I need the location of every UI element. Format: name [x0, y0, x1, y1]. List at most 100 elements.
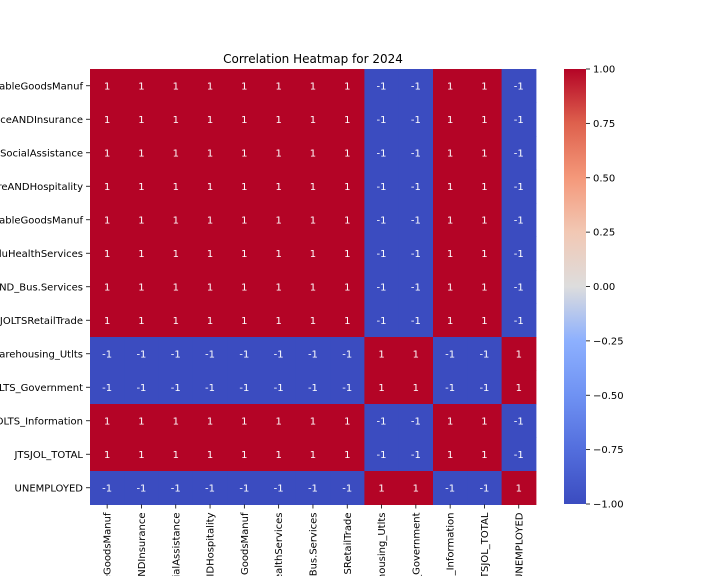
heatmap-cell [295, 337, 331, 371]
heatmap-cell [433, 471, 468, 505]
cell-value-label: -1 [274, 349, 284, 360]
cell-value-label: -1 [136, 349, 146, 360]
heatmap-cell [192, 404, 228, 438]
heatmap-cell [433, 437, 468, 472]
heatmap-cell [261, 102, 297, 137]
heatmap-cell [261, 437, 297, 472]
heatmap-cell [467, 337, 503, 371]
cell-value-label: -1 [274, 483, 284, 494]
heatmap-cell [295, 370, 331, 405]
colorbar-tick-label: 0.50 [593, 173, 615, 184]
cell-value-label: -1 [377, 148, 387, 159]
column-label: NDInsurance [137, 513, 148, 576]
heatmap-cell [398, 437, 434, 472]
heatmap-cell [330, 404, 365, 438]
heatmap-cell [467, 236, 503, 271]
cell-value-label: -1 [171, 483, 181, 494]
heatmap-cell [227, 102, 262, 137]
heatmap-cell [467, 270, 503, 304]
heatmap-cell [398, 236, 434, 271]
heatmap-cell [398, 404, 434, 438]
row-label: JTSJOL_TOTAL [13, 450, 83, 461]
cell-value-label: 1 [310, 182, 316, 193]
heatmap-cell [261, 303, 297, 338]
cell-value-label: 1 [138, 182, 144, 193]
heatmap-cell [330, 203, 365, 237]
heatmap-cell [261, 203, 297, 237]
heatmap-cell [330, 437, 365, 472]
cell-value-label: -1 [445, 349, 455, 360]
cell-value-label: -1 [308, 383, 318, 394]
heatmap-cell [501, 102, 537, 137]
heatmap-cell [364, 270, 400, 304]
heatmap-cell [158, 203, 194, 237]
cell-value-label: 1 [310, 249, 316, 260]
cell-value-label: 1 [138, 215, 144, 226]
cell-value-label: 1 [138, 316, 144, 327]
cell-value-label: 1 [241, 450, 247, 461]
cell-value-label: 1 [241, 416, 247, 427]
heatmap-cell [364, 169, 400, 204]
heatmap-cell [192, 203, 228, 237]
row-label: ableGoodsManuf [0, 215, 83, 226]
cell-value-label: 1 [447, 450, 453, 461]
column-label: ialAssistance [171, 513, 182, 576]
cell-value-label: -1 [377, 282, 387, 293]
heatmap-cell [158, 303, 194, 338]
heatmap-cell [501, 437, 537, 472]
cell-value-label: 1 [241, 282, 247, 293]
cell-value-label: 1 [275, 416, 281, 427]
row-label: UNEMPLOYED [15, 483, 84, 494]
colorbar-tick-label: −0.50 [593, 391, 624, 402]
heatmap-cell [295, 303, 331, 338]
cell-value-label: -1 [342, 349, 352, 360]
heatmap-cell [192, 136, 228, 170]
cell-value-label: 1 [207, 316, 213, 327]
row-label: LTS_Government [0, 383, 83, 394]
cell-value-label: 1 [378, 483, 384, 494]
cell-value-label: -1 [308, 349, 318, 360]
cell-value-label: 1 [310, 115, 316, 126]
heatmap-cell [330, 69, 365, 103]
cell-value-label: 1 [310, 215, 316, 226]
row-label: OLTS_Information [0, 416, 83, 427]
colorbar-tick-label: 0.25 [593, 228, 615, 239]
cell-value-label: -1 [102, 383, 112, 394]
cell-value-label: -1 [514, 182, 524, 193]
heatmap-cell [295, 69, 331, 103]
cell-value-label: 1 [481, 215, 487, 226]
cell-value-label: 1 [241, 316, 247, 327]
cell-value-label: -1 [377, 182, 387, 193]
heatmap-cell [467, 69, 503, 103]
cell-value-label: 1 [344, 182, 350, 193]
heatmap-cell [227, 471, 262, 505]
row-label: reANDHospitality [0, 182, 83, 193]
heatmap-cell [295, 236, 331, 271]
cell-value-label: 1 [310, 148, 316, 159]
column-label: eGoodsManuf [103, 512, 114, 576]
heatmap-cell [90, 236, 125, 271]
heatmap-cell [433, 69, 468, 103]
column-tick-labels: eGoodsManuf NDInsurance ialAssistance IDHos… [103, 504, 525, 576]
cell-value-label: 1 [207, 115, 213, 126]
heatmap-cell [90, 203, 125, 237]
heatmap-cell [433, 404, 468, 438]
heatmap-cell [192, 236, 228, 271]
cell-value-label: -1 [479, 483, 489, 494]
cell-value-label: 1 [481, 182, 487, 193]
cell-value-label: 1 [344, 215, 350, 226]
cell-value-label: 1 [344, 115, 350, 126]
cell-value-label: 1 [481, 450, 487, 461]
heatmap-cell [227, 236, 262, 271]
heatmap-cell [227, 303, 262, 338]
cell-value-label: 1 [344, 416, 350, 427]
heatmap-cell [330, 169, 365, 204]
heatmap-cell [124, 69, 160, 103]
colorbar-ticks: 1.00 0.75 0.50 0.25 0.00 −0.25 −0.50 −0.75 −1.00 [586, 65, 624, 511]
cell-value-label: 1 [138, 416, 144, 427]
cell-value-label: -1 [411, 450, 421, 461]
heatmap-cell [398, 337, 434, 371]
cell-value-label: -1 [377, 81, 387, 92]
heatmap-cell [158, 337, 194, 371]
